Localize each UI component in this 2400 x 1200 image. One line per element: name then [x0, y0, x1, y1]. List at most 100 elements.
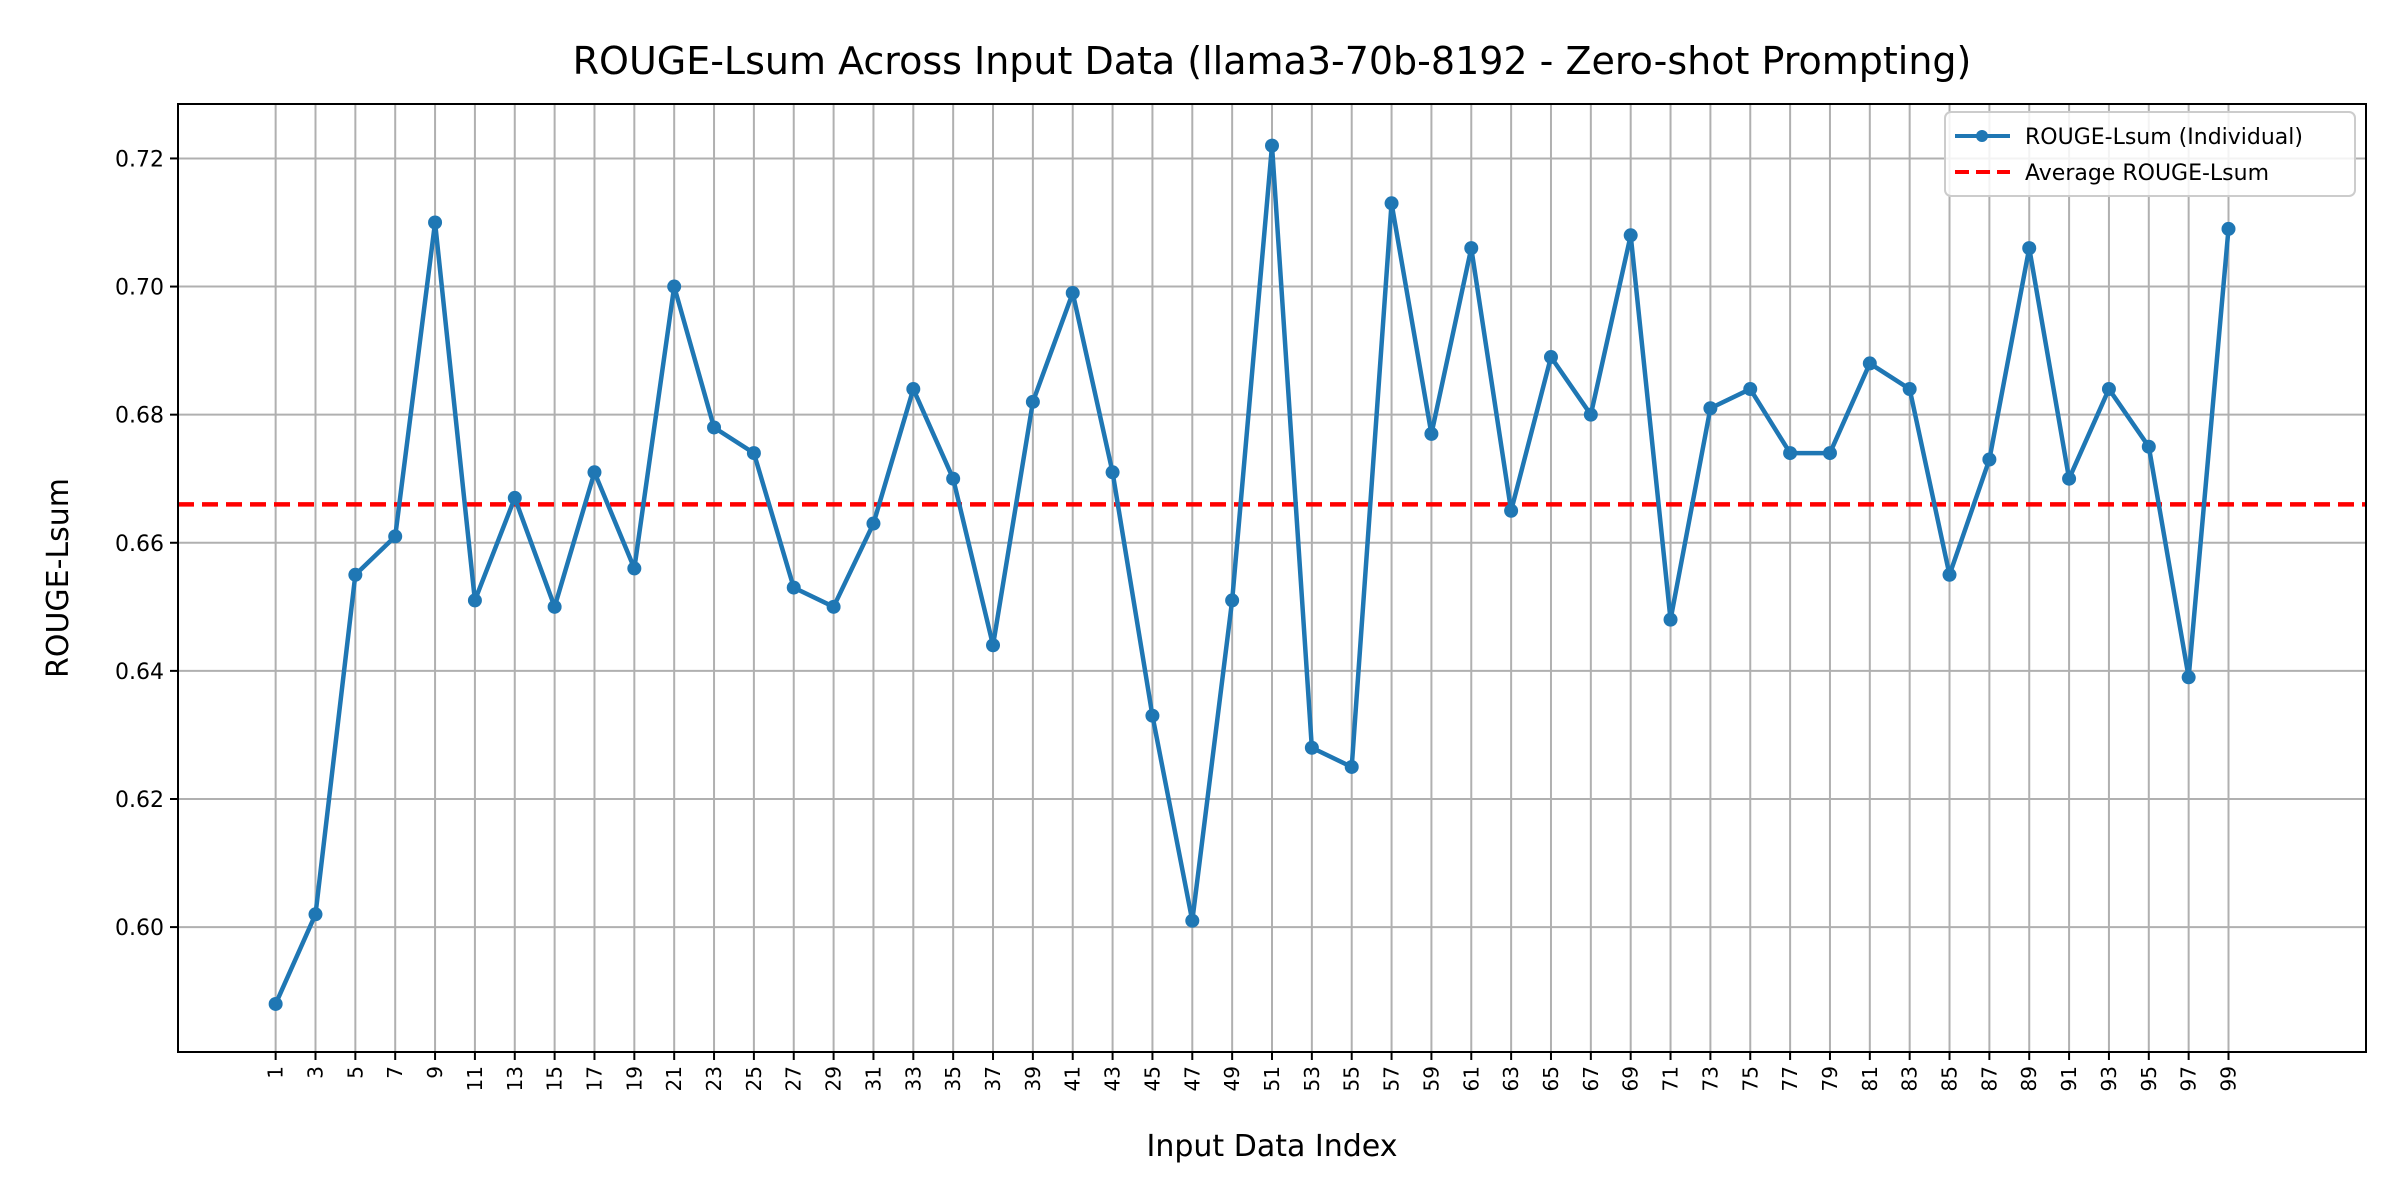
data-point [428, 216, 442, 230]
data-point [388, 529, 402, 543]
y-tick-label: 0.60 [115, 916, 164, 941]
x-tick-label: 97 [2177, 1066, 2201, 1091]
data-point [2022, 241, 2036, 255]
x-tick-label: 87 [1977, 1066, 2001, 1091]
x-tick-label: 81 [1858, 1066, 1882, 1091]
data-point [1066, 286, 1080, 300]
x-tick-label: 99 [2217, 1066, 2241, 1091]
data-point [1504, 504, 1518, 518]
data-point [1026, 395, 1040, 409]
data-point [308, 907, 322, 921]
x-tick-label: 9 [423, 1066, 447, 1079]
data-point [348, 568, 362, 582]
data-point [1584, 408, 1598, 422]
data-point [1225, 593, 1239, 607]
x-tick-label: 67 [1579, 1066, 1603, 1091]
data-point [269, 997, 283, 1011]
x-tick-label: 47 [1180, 1066, 1204, 1091]
data-point [1106, 465, 1120, 479]
data-point [627, 561, 641, 575]
x-tick-label: 7 [383, 1066, 407, 1079]
x-tick-label: 65 [1539, 1066, 1563, 1091]
x-tick-label: 91 [2057, 1066, 2081, 1091]
x-tick-label: 69 [1619, 1066, 1643, 1091]
y-axis-ticks: 0.60 0.62 0.64 0.66 0.68 0.70 0.72 [115, 147, 178, 941]
x-tick-label: 45 [1140, 1066, 1164, 1091]
data-point [1703, 401, 1717, 415]
x-tick-label: 31 [861, 1066, 885, 1091]
y-tick-label: 0.66 [115, 532, 164, 557]
x-tick-label: 29 [822, 1066, 846, 1091]
x-tick-label: 37 [981, 1066, 1005, 1091]
data-point [1743, 382, 1757, 396]
x-tick-label: 17 [582, 1066, 606, 1091]
data-point [548, 600, 562, 614]
legend-marker-individual [1976, 130, 1988, 142]
data-point [1624, 228, 1638, 242]
data-point [1185, 914, 1199, 928]
x-tick-label: 73 [1698, 1066, 1722, 1091]
data-point [1943, 568, 1957, 582]
x-tick-label: 27 [782, 1066, 806, 1091]
data-point [1345, 760, 1359, 774]
data-point [787, 581, 801, 595]
x-tick-label: 39 [1021, 1066, 1045, 1091]
data-point [468, 593, 482, 607]
data-point [1265, 139, 1279, 153]
data-point [707, 420, 721, 434]
x-tick-label: 43 [1101, 1066, 1125, 1091]
x-tick-label: 71 [1659, 1066, 1683, 1091]
data-point [587, 465, 601, 479]
data-point [1145, 709, 1159, 723]
x-tick-label: 21 [662, 1066, 686, 1091]
data-point [1385, 196, 1399, 210]
x-tick-label: 83 [1898, 1066, 1922, 1091]
y-tick-label: 0.68 [115, 404, 164, 429]
data-point [986, 638, 1000, 652]
x-tick-label: 3 [303, 1066, 327, 1079]
data-point [906, 382, 920, 396]
data-point [508, 491, 522, 505]
x-tick-label: 89 [2017, 1066, 2041, 1091]
x-tick-label: 77 [1778, 1066, 1802, 1091]
x-tick-label: 61 [1459, 1066, 1483, 1091]
x-axis-label: Input Data Index [1147, 1129, 1398, 1164]
y-tick-label: 0.72 [115, 147, 164, 172]
series-layer [269, 139, 2236, 1011]
data-point [1863, 356, 1877, 370]
x-tick-label: 53 [1300, 1066, 1324, 1091]
legend: ROUGE-Lsum (Individual) Average ROUGE-Ls… [1945, 112, 2355, 196]
x-tick-label: 1 [264, 1066, 288, 1079]
data-point [1305, 741, 1319, 755]
data-point [747, 446, 761, 460]
x-tick-label: 19 [622, 1066, 646, 1091]
x-tick-label: 49 [1220, 1066, 1244, 1091]
data-point [1783, 446, 1797, 460]
y-axis-label: ROUGE-Lsum [41, 478, 76, 678]
x-tick-label: 57 [1380, 1066, 1404, 1091]
x-tick-label: 51 [1260, 1066, 1284, 1091]
data-point [2182, 670, 2196, 684]
data-point [1982, 453, 1996, 467]
x-tick-label: 59 [1419, 1066, 1443, 1091]
data-point [827, 600, 841, 614]
x-tick-label: 15 [543, 1066, 567, 1091]
y-tick-label: 0.62 [115, 788, 164, 813]
x-tick-label: 63 [1499, 1066, 1523, 1091]
data-point [946, 472, 960, 486]
x-tick-label: 23 [702, 1066, 726, 1091]
x-tick-label: 33 [901, 1066, 925, 1091]
x-tick-label: 5 [343, 1066, 367, 1079]
data-point [1664, 613, 1678, 627]
data-point [2102, 382, 2116, 396]
x-tick-label: 75 [1738, 1066, 1762, 1091]
data-point [1424, 427, 1438, 441]
grid-layer [178, 104, 2366, 1052]
x-tick-label: 79 [1818, 1066, 1842, 1091]
series-line-individual [276, 146, 2229, 1004]
x-axis-ticks: 1 3 5 7 9 11 13 15 17 19 21 23 25 27 29 31 33 35 37 39 41 43 4… [264, 1052, 2241, 1091]
x-tick-label: 13 [503, 1066, 527, 1091]
data-point [866, 517, 880, 531]
x-tick-label: 35 [941, 1066, 965, 1091]
